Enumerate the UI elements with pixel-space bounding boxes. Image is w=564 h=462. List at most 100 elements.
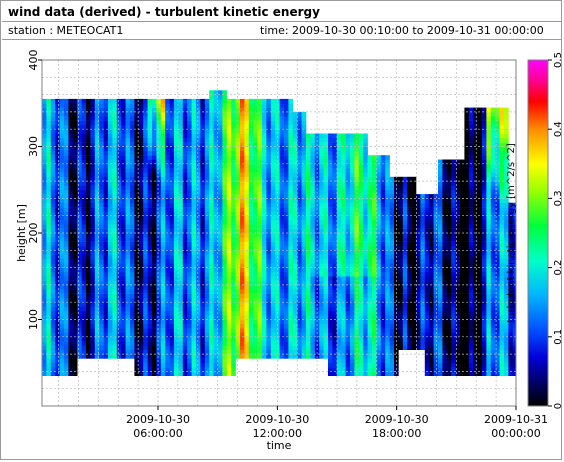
heatmap-cell	[116, 150, 122, 156]
heatmap-cell	[240, 181, 245, 186]
heatmap-cell	[187, 332, 192, 338]
heatmap-cell	[270, 124, 276, 130]
heatmap-cell	[363, 237, 368, 242]
heatmap-cell	[328, 336, 333, 342]
heatmap-cell	[257, 111, 263, 117]
heatmap-cell	[55, 293, 60, 299]
heatmap-cell	[187, 172, 192, 177]
heatmap-cell	[86, 349, 91, 355]
heatmap-cell	[310, 237, 316, 242]
heatmap-cell	[121, 259, 126, 264]
heatmap-cell	[310, 194, 316, 199]
heatmap-cell	[240, 220, 245, 225]
heatmap-cell	[213, 159, 219, 165]
heatmap-cell	[125, 271, 131, 277]
heatmap-cell	[248, 146, 254, 152]
heatmap-cell	[147, 271, 153, 277]
heatmap-cell	[367, 332, 373, 338]
heatmap-cell	[253, 168, 258, 173]
heatmap-cell	[64, 103, 69, 108]
heatmap-cell	[306, 302, 311, 307]
heatmap-cell	[156, 189, 162, 195]
heatmap-cell	[55, 142, 60, 147]
heatmap-cell	[297, 349, 302, 355]
heatmap-cell	[147, 215, 153, 221]
heatmap-cell	[345, 142, 351, 147]
heatmap-cell	[81, 202, 87, 208]
heatmap-cell	[204, 220, 210, 225]
heatmap-cell	[178, 302, 184, 307]
heatmap-cell	[297, 280, 302, 286]
heatmap-cell	[226, 323, 232, 329]
heatmap-cell	[253, 237, 258, 242]
heatmap-cell	[160, 293, 166, 299]
heatmap-cell	[248, 194, 254, 199]
heatmap-cell	[270, 332, 276, 338]
heatmap-cell	[310, 341, 316, 346]
heatmap-cell	[244, 202, 250, 208]
heatmap-cell	[240, 224, 245, 229]
heatmap-cell	[125, 259, 131, 264]
heatmap-cell	[380, 371, 386, 376]
heatmap-cell	[345, 250, 351, 255]
heatmap-cell	[103, 194, 109, 199]
heatmap-cell	[226, 155, 232, 160]
heatmap-cell	[248, 224, 254, 229]
heatmap-cell	[90, 297, 96, 303]
heatmap-cell	[226, 129, 232, 134]
heatmap-cell	[341, 371, 346, 376]
heatmap-cell	[266, 133, 272, 139]
heatmap-cell	[411, 289, 417, 294]
heatmap-cell	[209, 150, 214, 156]
heatmap-cell	[152, 297, 157, 303]
heatmap-cell	[244, 332, 250, 338]
heatmap-cell	[288, 181, 294, 186]
heatmap-cell	[248, 250, 254, 255]
heatmap-cell	[270, 107, 276, 113]
heatmap-cell	[288, 276, 294, 281]
heatmap-cell	[138, 111, 144, 117]
heatmap-cell	[209, 362, 214, 368]
heatmap-cell	[196, 328, 201, 333]
heatmap-cell	[196, 267, 201, 273]
heatmap-cell	[64, 332, 69, 338]
heatmap-cell	[191, 336, 197, 342]
heatmap-cell	[218, 103, 223, 108]
heatmap-cell	[156, 349, 162, 355]
heatmap-cell	[50, 259, 56, 264]
heatmap-cell	[389, 181, 395, 186]
heatmap-cell	[332, 224, 338, 229]
heatmap-cell	[160, 302, 166, 307]
heatmap-cell	[380, 280, 386, 286]
heatmap-cell	[323, 349, 329, 355]
heatmap-cell	[81, 233, 87, 238]
heatmap-cell	[376, 176, 382, 182]
heatmap-cell	[350, 133, 355, 139]
heatmap-cell	[310, 250, 316, 255]
heatmap-cell	[81, 120, 87, 126]
heatmap-cell	[64, 271, 69, 277]
heatmap-cell	[42, 319, 47, 325]
heatmap-cell	[200, 319, 206, 325]
heatmap-cell	[143, 124, 148, 130]
heatmap-cell	[46, 250, 52, 255]
heatmap-cell	[367, 349, 373, 355]
heatmap-cell	[152, 181, 157, 186]
heatmap-cell	[125, 293, 131, 299]
heatmap-cell	[46, 341, 52, 346]
heatmap-cell	[306, 133, 311, 139]
heatmap-cell	[350, 341, 355, 346]
heatmap-cell	[394, 280, 399, 286]
heatmap-cell	[196, 207, 201, 212]
heatmap-cell	[341, 280, 346, 286]
heatmap-cell	[191, 341, 197, 346]
heatmap-cell	[134, 367, 140, 372]
heatmap-cell	[341, 198, 346, 203]
heatmap-cell	[213, 189, 219, 195]
heatmap-cell	[134, 259, 140, 264]
heatmap-cell	[46, 207, 52, 212]
heatmap-cell	[147, 163, 153, 169]
heatmap-cell	[99, 163, 104, 169]
heatmap-cell	[143, 354, 148, 359]
heatmap-cell	[182, 124, 188, 130]
